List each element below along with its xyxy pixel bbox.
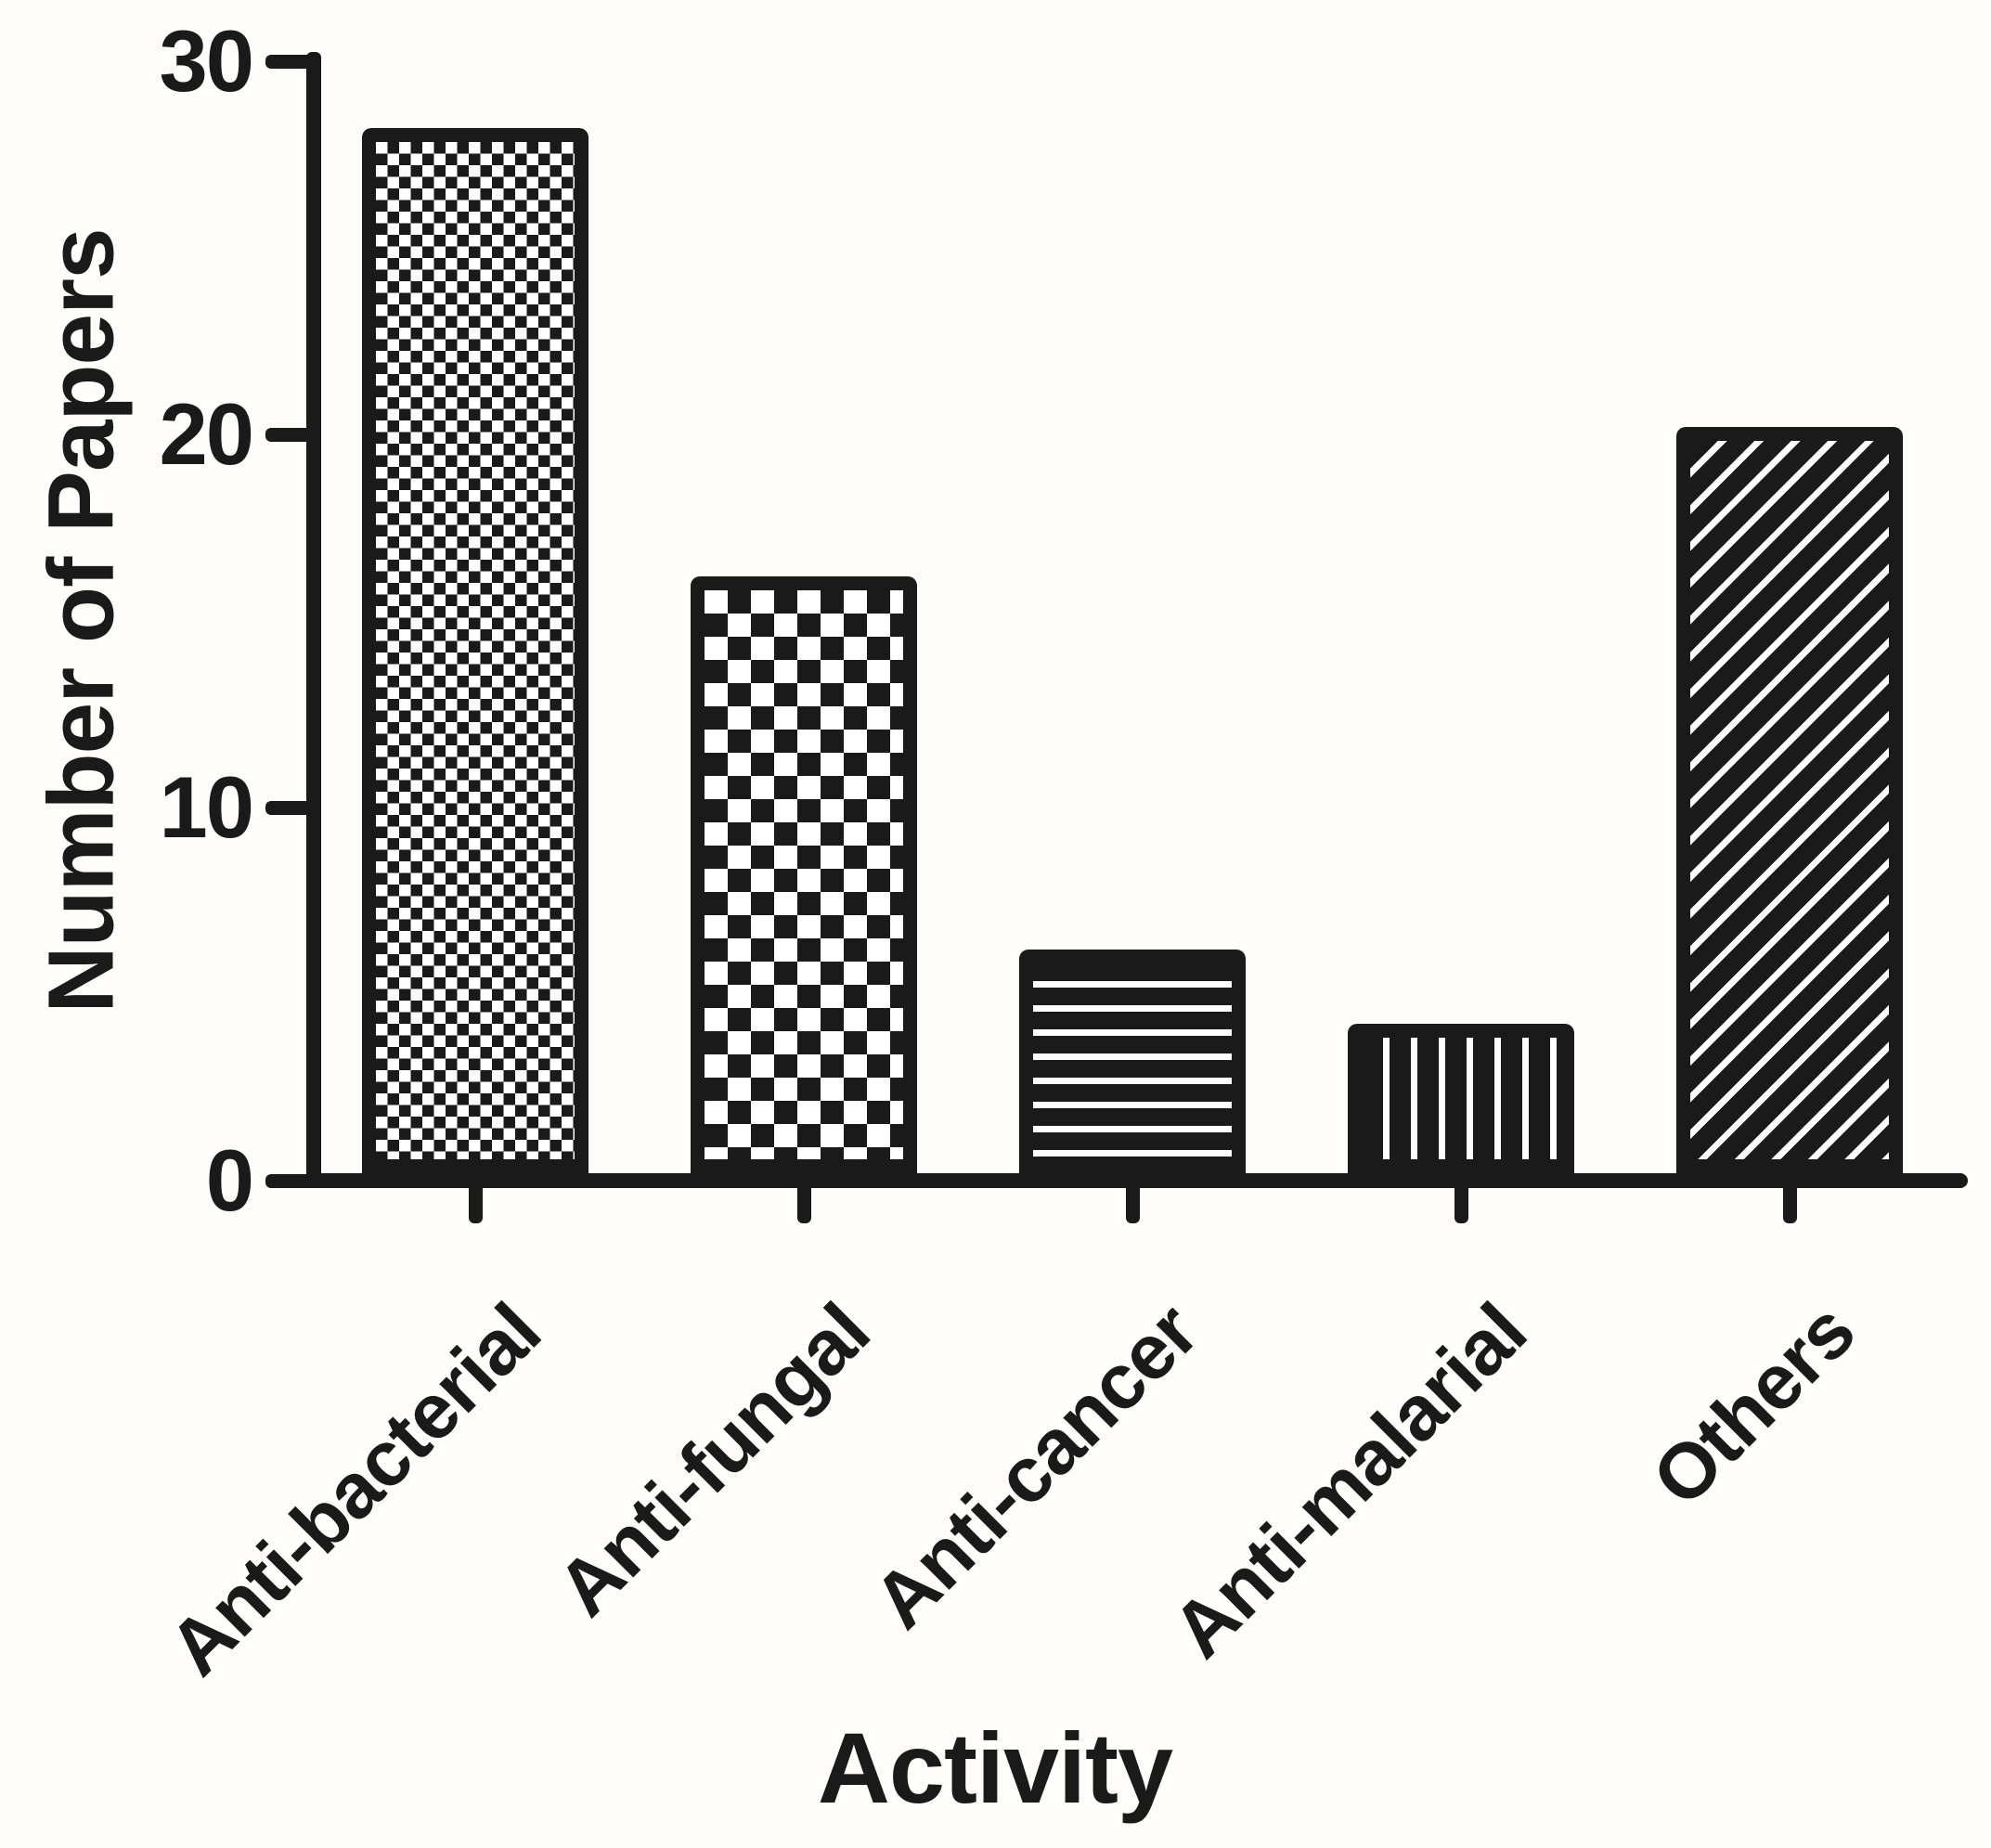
y-tick-20 — [265, 428, 308, 442]
x-tick-others — [1783, 1181, 1797, 1223]
bar-anti-fungal — [691, 575, 917, 1173]
bar-anti-bacterial — [362, 128, 588, 1173]
x-category-label-others: Others — [1635, 1286, 1871, 1523]
bar-anti-malarial — [1348, 1024, 1574, 1173]
x-tick-anti-bacterial — [469, 1181, 483, 1223]
bar-anti-cancer — [1019, 949, 1246, 1173]
y-tick-label-0: 0 — [205, 1131, 254, 1229]
y-tick-label-10: 10 — [159, 758, 254, 856]
x-axis-title: Activity — [817, 1712, 1173, 1824]
x-category-label-anti-malarial: Anti-malarial — [1155, 1286, 1543, 1674]
x-tick-anti-fungal — [797, 1181, 811, 1223]
x-category-label-anti-bacterial: Anti-bacterial — [151, 1286, 557, 1692]
x-category-label-anti-cancer: Anti-cancer — [856, 1286, 1214, 1645]
y-tick-label-30: 30 — [159, 12, 254, 110]
bar-others — [1676, 427, 1903, 1173]
x-tick-anti-malarial — [1454, 1181, 1468, 1223]
y-tick-0 — [265, 1174, 308, 1188]
x-tick-anti-cancer — [1126, 1181, 1140, 1223]
y-tick-30 — [265, 55, 308, 69]
y-axis-line — [306, 52, 321, 1188]
y-axis-title: Number of Papers — [29, 228, 134, 1014]
x-category-label-anti-fungal: Anti-fungal — [539, 1286, 886, 1633]
y-tick-10 — [265, 801, 308, 815]
y-tick-label-20: 20 — [159, 385, 254, 483]
